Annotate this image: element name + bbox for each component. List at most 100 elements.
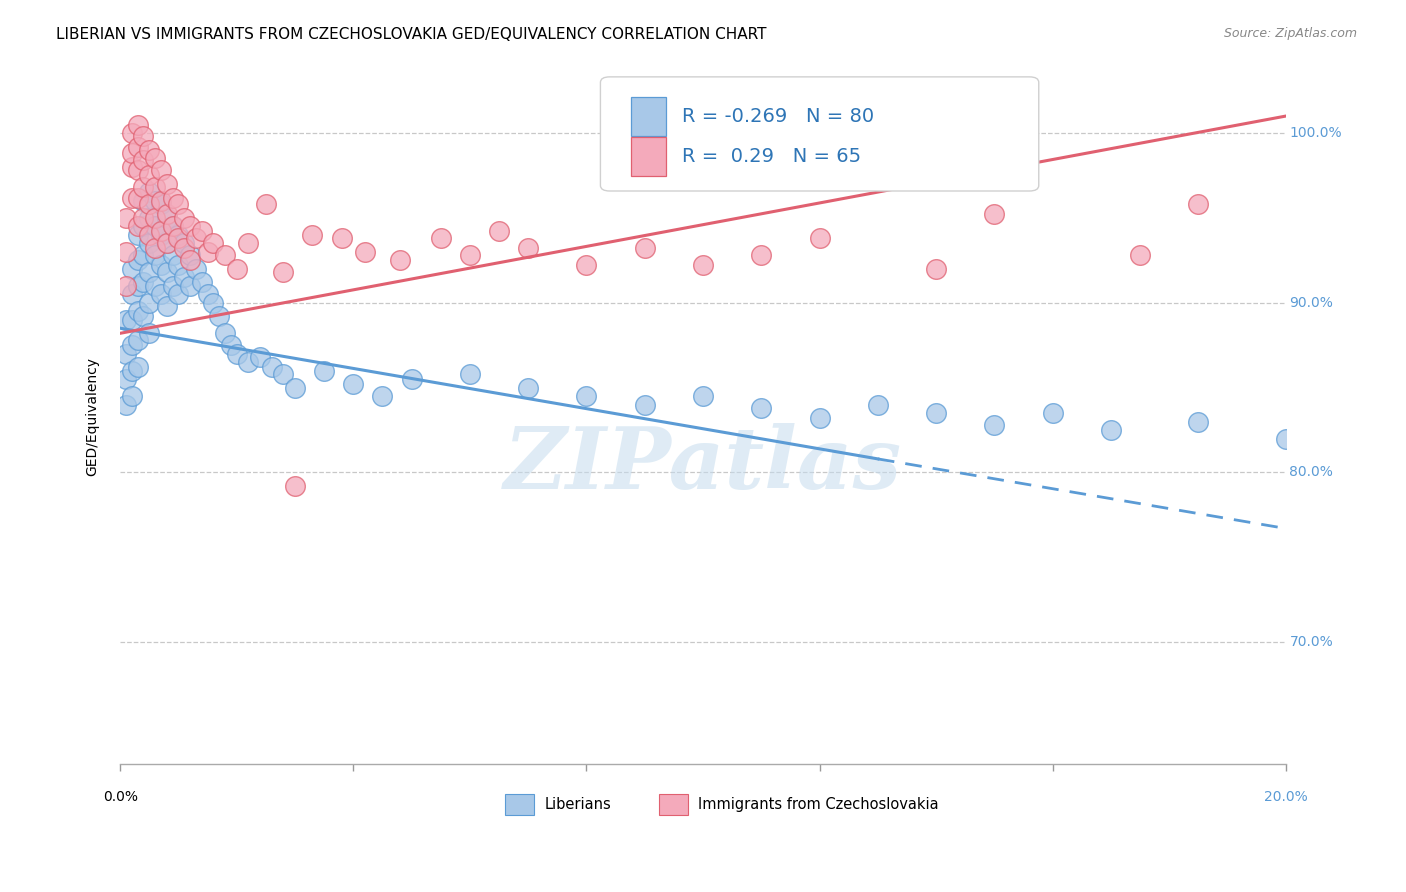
Text: 100.0%: 100.0% [1289, 126, 1341, 140]
Point [143, 278, 166, 293]
Point [214, 248, 236, 262]
Point [121, 160, 143, 174]
FancyBboxPatch shape [631, 137, 665, 176]
Point [167, 231, 190, 245]
Point [458, 367, 481, 381]
Point [925, 261, 948, 276]
Point [371, 389, 394, 403]
Point [260, 360, 283, 375]
Point [127, 278, 149, 293]
Point [1099, 423, 1122, 437]
Point [173, 270, 195, 285]
Point [138, 295, 160, 310]
Point [208, 310, 231, 324]
Point [214, 326, 236, 341]
Point [167, 197, 190, 211]
Point [132, 276, 155, 290]
Point [127, 227, 149, 242]
Point [225, 346, 247, 360]
Point [808, 411, 831, 425]
Point [197, 244, 219, 259]
Point [301, 227, 323, 242]
Point [179, 219, 201, 234]
Point [273, 265, 295, 279]
Point [162, 190, 184, 204]
Point [162, 219, 184, 234]
Point [156, 299, 179, 313]
Point [115, 372, 138, 386]
Point [184, 231, 207, 245]
Point [132, 194, 155, 208]
Point [149, 197, 172, 211]
Point [138, 197, 160, 211]
Point [127, 253, 149, 268]
Point [121, 146, 143, 161]
Point [149, 287, 172, 301]
Point [127, 360, 149, 375]
Point [143, 194, 166, 208]
Point [249, 350, 271, 364]
Point [127, 333, 149, 347]
Point [127, 139, 149, 153]
Point [808, 231, 831, 245]
Point [162, 278, 184, 293]
Point [149, 194, 172, 208]
Point [143, 152, 166, 166]
Point [138, 186, 160, 200]
Point [138, 265, 160, 279]
Point [156, 236, 179, 251]
Point [132, 129, 155, 144]
Point [127, 190, 149, 204]
Point [983, 417, 1005, 432]
Point [429, 231, 451, 245]
FancyBboxPatch shape [631, 97, 665, 136]
Point [634, 242, 657, 256]
Point [284, 381, 307, 395]
Text: R =  0.29   N = 65: R = 0.29 N = 65 [682, 147, 860, 166]
Point [225, 261, 247, 276]
Point [115, 211, 138, 225]
Point [983, 207, 1005, 221]
Text: 80.0%: 80.0% [1289, 466, 1333, 480]
Point [330, 231, 353, 245]
Point [156, 265, 179, 279]
Point [190, 276, 212, 290]
Point [925, 406, 948, 420]
Point [173, 236, 195, 251]
Text: ZIPatlas: ZIPatlas [503, 424, 903, 507]
Point [115, 278, 138, 293]
Point [121, 364, 143, 378]
Point [179, 248, 201, 262]
Point [167, 259, 190, 273]
Point [692, 259, 714, 273]
Point [401, 372, 423, 386]
Point [749, 248, 772, 262]
Point [138, 169, 160, 183]
Point [138, 143, 160, 157]
FancyBboxPatch shape [600, 77, 1039, 191]
Point [156, 236, 179, 251]
Text: 70.0%: 70.0% [1289, 635, 1333, 649]
Point [143, 219, 166, 234]
Point [202, 295, 225, 310]
Point [143, 242, 166, 256]
Text: 0.0%: 0.0% [103, 790, 138, 804]
Point [342, 377, 364, 392]
Text: Source: ZipAtlas.com: Source: ZipAtlas.com [1223, 27, 1357, 40]
Text: R = -0.269   N = 80: R = -0.269 N = 80 [682, 107, 875, 126]
Point [121, 190, 143, 204]
Point [167, 227, 190, 242]
Point [132, 153, 155, 168]
Point [132, 180, 155, 194]
Point [488, 224, 510, 238]
Point [115, 346, 138, 360]
Point [143, 211, 166, 225]
Point [634, 398, 657, 412]
Point [132, 310, 155, 324]
Point [284, 479, 307, 493]
Point [1129, 248, 1152, 262]
Point [1187, 415, 1209, 429]
FancyBboxPatch shape [505, 795, 534, 815]
Point [121, 287, 143, 301]
Point [156, 211, 179, 225]
